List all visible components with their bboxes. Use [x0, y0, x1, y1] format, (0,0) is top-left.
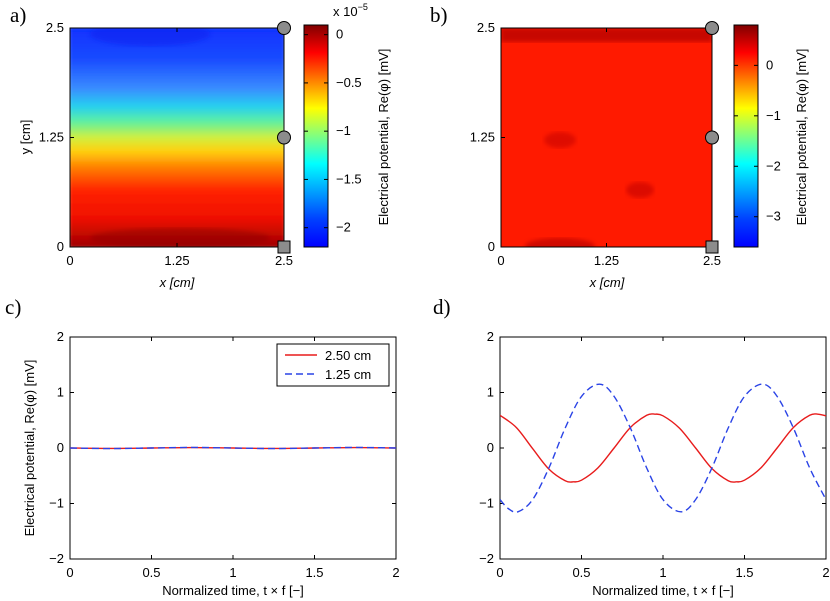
panel-b: b) 0 1.25 2.5 0 1.25 2.5 x [cm]: [430, 3, 721, 290]
x-tick-label: 0.5: [572, 565, 590, 580]
colorbar-b: 0 −1 −2 −3 Electrical potential, Re(φ) [mV]: [733, 24, 809, 248]
panel-d-lines: [500, 383, 826, 513]
panel-a-markers: [277, 21, 291, 254]
colorbar-tick-label: −3: [766, 209, 781, 224]
colorbar-tick-label: −0.5: [336, 75, 362, 90]
panel-c: c) 0 0.5 1 1.5 2 −2 −1 0 1 2 Normalized time, t ×…: [5, 295, 400, 598]
x-tick-label: 1.5: [305, 565, 323, 580]
panel-c-lines: [70, 446, 396, 450]
legend-label-blue: 1.25 cm: [325, 367, 371, 382]
y-tick-label: 2: [57, 329, 64, 344]
y-tick-label: 0: [57, 440, 64, 455]
y-tick-label: 0: [57, 239, 64, 254]
y-tick-label: 1.25: [470, 130, 495, 145]
legend-box: [276, 343, 390, 387]
x-tick-label: 1.5: [735, 565, 753, 580]
series-line-red: [500, 413, 826, 483]
panel-c-label: c): [5, 295, 21, 319]
x-tick-label: 0: [66, 565, 73, 580]
panel-d: d) 0 0.5 1 1.5 2 −2 −1 0 1 2 Normalized time, t ×…: [433, 295, 830, 598]
y-tick-label: −1: [479, 496, 494, 511]
y-tick-label: 1.25: [39, 130, 64, 145]
probe-marker-circle: [277, 130, 291, 145]
colorbar-a-ticks: 0 −0.5 −1 −1.5 −2: [304, 27, 362, 235]
y-tick-label: 1: [57, 385, 64, 400]
colorbar-tick-label: −1: [766, 108, 781, 123]
y-tick-label: −2: [49, 551, 64, 566]
colorbar-a: 0 −0.5 −1 −1.5 −2 x 10−5 Electrical potentia…: [303, 2, 391, 248]
panel-b-axes: 0 1.25 2.5 0 1.25 2.5: [470, 20, 721, 268]
panel-a-field: [70, 28, 284, 247]
x-tick-label: 2: [392, 565, 399, 580]
panel-b-capsules: [505, 61, 700, 211]
x-tick-label: 1.25: [164, 253, 189, 268]
x-tick-label: 1: [659, 565, 666, 580]
x-tick-label: 1: [229, 565, 236, 580]
colorbar-tick-label: 0: [336, 27, 343, 42]
colorbar-b-label: Electrical potential, Re(φ) [mV]: [794, 49, 809, 226]
y-tick-label: 2.5: [46, 20, 64, 35]
panel-b-field: [501, 28, 712, 247]
panel-c-ylabel: Electrical potential, Re(φ) [mV]: [22, 360, 37, 537]
x-tick-label: 0.5: [142, 565, 160, 580]
y-tick-label: 2.5: [477, 20, 495, 35]
probe-marker-square: [705, 240, 719, 254]
panel-b-xlabel: x [cm]: [589, 275, 625, 290]
x-tick-label: 1.25: [594, 253, 619, 268]
x-tick-label: 0: [496, 565, 503, 580]
y-tick-label: −2: [479, 551, 494, 566]
panel-a-ylabel: y [cm]: [18, 120, 33, 155]
panel-a: a) 0 1.25 2.5 0 1.25 2.5 x [cm] y [cm]: [10, 3, 293, 290]
panel-b-markers: [705, 21, 719, 254]
legend-label-red: 2.50 cm: [325, 348, 371, 363]
x-tick-label: 2.5: [275, 253, 293, 268]
x-tick-label: 2: [822, 565, 829, 580]
colorbar-tick-label: −2: [766, 158, 781, 173]
x-tick-label: 0: [497, 253, 504, 268]
colorbar-a-label: Electrical potential, Re(φ) [mV]: [376, 49, 391, 226]
probe-marker-circle: [705, 21, 719, 35]
panel-d-frame: [499, 336, 827, 560]
y-tick-label: 1: [487, 385, 494, 400]
colorbar-b-ticks: 0 −1 −2 −3: [734, 57, 781, 224]
y-tick-label: 0: [487, 440, 494, 455]
panel-d-xlabel: Normalized time, t × f [−]: [592, 583, 734, 598]
colorbar-tick-label: −2: [336, 220, 351, 235]
colorbar-a-bar: [303, 24, 329, 248]
panel-c-xlabel: Normalized time, t × f [−]: [162, 583, 304, 598]
panel-d-axes: 0 0.5 1 1.5 2 −2 −1 0 1 2: [479, 329, 829, 580]
colorbar-tick-label: −1.5: [336, 171, 362, 186]
y-tick-label: −1: [49, 496, 64, 511]
x-tick-label: 0: [66, 253, 73, 268]
panel-c-legend: 2.50 cm 1.25 cm: [276, 343, 390, 387]
probe-marker-circle: [277, 21, 291, 35]
series-line-blue: [500, 383, 826, 513]
y-tick-label: 2: [487, 329, 494, 344]
probe-marker-circle: [705, 130, 719, 145]
panel-a-xlabel: x [cm]: [159, 275, 195, 290]
panel-a-label: a): [10, 3, 26, 27]
probe-marker-square: [277, 240, 291, 254]
x-tick-label: 2.5: [703, 253, 721, 268]
colorbar-a-scale: x 10−5: [333, 2, 368, 19]
panel-b-label: b): [430, 3, 448, 27]
y-tick-label: 0: [488, 239, 495, 254]
colorbar-tick-label: −1: [336, 123, 351, 138]
colorbar-b-bar: [733, 24, 759, 248]
colorbar-tick-label: 0: [766, 57, 773, 72]
series-line-red: [70, 446, 396, 450]
panel-c-axes: 0 0.5 1 1.5 2 −2 −1 0 1 2: [49, 329, 399, 580]
panel-d-label: d): [433, 295, 451, 319]
